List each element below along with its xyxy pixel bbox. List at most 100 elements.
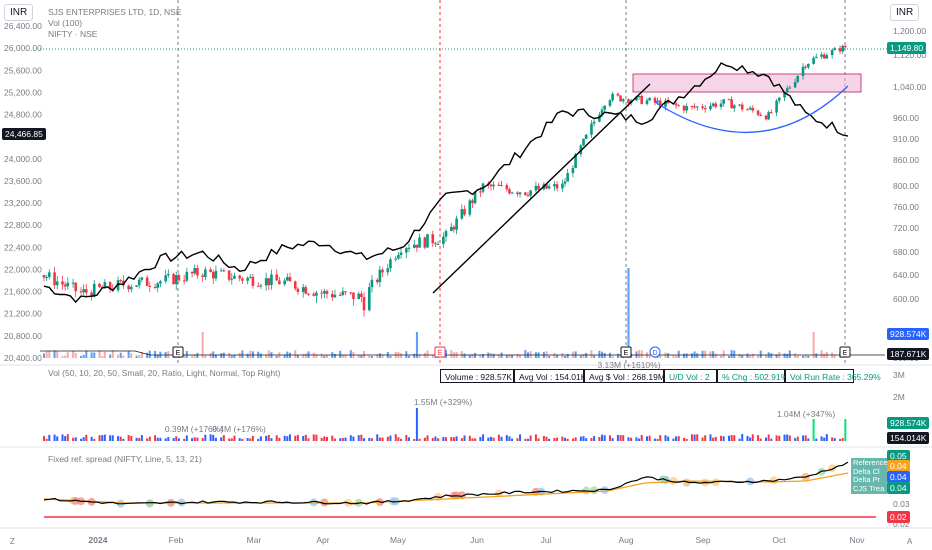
main-volume-bar [659, 354, 662, 358]
candle-body [820, 54, 823, 57]
candle-body [833, 48, 837, 51]
stat-avg-vol: Avg Vol : 154.01K [514, 369, 586, 383]
main-volume-bar [482, 354, 485, 358]
main-volume-bar [524, 350, 527, 358]
volume-panel-bar [553, 437, 556, 441]
volume-panel-bar [709, 434, 712, 441]
event-markers[interactable]: E E E D E [172, 346, 851, 358]
main-volume-bar [431, 354, 434, 358]
resistance-zone[interactable] [632, 73, 862, 93]
main-volume-bar [122, 355, 125, 358]
volume-panel-bar [720, 435, 723, 441]
volume-panel-bar [757, 435, 760, 441]
main-volume-bar [815, 353, 818, 358]
volume-panel-bar [61, 434, 64, 441]
right-price-scale[interactable]: 1,200.00 1,120.00 1,040.00 960.00 910.00 860.… [893, 26, 926, 363]
stat-ud-vol: U/D Vol : 2 [664, 369, 717, 383]
volume-panel-bar [526, 438, 529, 441]
main-volume-bar [683, 353, 686, 358]
compare-legend[interactable]: NIFTY · NSE [48, 29, 98, 39]
earnings-marker-3[interactable] [620, 346, 632, 358]
candle-body [510, 192, 514, 194]
candle-body [304, 287, 308, 294]
auto-scale-icon[interactable]: A [907, 537, 913, 546]
candle-body [738, 104, 741, 106]
main-volume-bar [413, 353, 416, 358]
nifty-last-label: 24,466.85 [2, 128, 46, 140]
main-volume-bar [741, 354, 744, 358]
volume-panel-bar [407, 437, 410, 441]
chart-legend: SJS ENTERPRISES LTD, 1D, NSE Vol (100) N… [48, 7, 182, 40]
main-volume-bar [249, 350, 252, 358]
trend-line[interactable] [432, 83, 651, 294]
candle-body [658, 100, 662, 107]
earnings-marker-2[interactable] [434, 346, 446, 358]
main-volume-bar [505, 355, 508, 358]
candle-body [85, 289, 88, 293]
volume-panel-bar [796, 436, 799, 441]
candle-body [246, 277, 249, 281]
volume-panel-bar [770, 438, 773, 441]
candle-body [844, 45, 847, 48]
main-volume-bar [712, 351, 715, 358]
vol-panel-legend[interactable]: Vol (50, 10, 20, 50, Small, 20, Ratio, L… [48, 368, 281, 378]
candle-body [42, 275, 46, 278]
timezone-icon[interactable]: Z [10, 537, 15, 546]
candle-body [460, 209, 464, 219]
candle-body [190, 271, 194, 274]
main-volume-bar [516, 353, 519, 358]
left-price-scale[interactable]: 26,400.00 26,000.00 25,600.00 25,200.00 24,8… [4, 21, 42, 363]
candle-body [537, 185, 540, 190]
spread-scale-003: 0.03 [893, 499, 910, 509]
volume-panel-bar [400, 438, 403, 441]
time-axis[interactable]: 2024 Feb Mar Apr May Jun Jul Aug Sep Oct… [89, 535, 866, 545]
nifty-compare-line[interactable] [43, 62, 849, 304]
earnings-marker-4[interactable] [839, 346, 851, 358]
volume-legend[interactable]: Vol (100) [48, 18, 83, 28]
candle-body [653, 97, 657, 103]
candle-body [775, 100, 778, 113]
main-volume-bar [720, 355, 723, 358]
main-volume-bar [590, 350, 593, 358]
volume-panel-bar [635, 437, 638, 441]
main-volume-ma [40, 350, 885, 356]
volume-panel-bar [222, 435, 225, 441]
spread-line[interactable] [43, 461, 849, 505]
vol-annotation-4: 3.13M (+1610%) [597, 360, 660, 370]
volume-panel-bar [278, 437, 281, 441]
main-volume-bar [135, 355, 138, 358]
time-label-nov: Nov [849, 535, 865, 545]
candle-body [370, 279, 374, 288]
time-label-jul: Jul [541, 535, 552, 545]
candle-body [399, 252, 403, 256]
volume-panel-bar [542, 436, 545, 441]
candle-body [338, 294, 342, 296]
earnings-marker-text-4: E [843, 350, 848, 357]
spread-scale-002: 0.02 [893, 519, 910, 529]
spread-ma-line[interactable] [43, 472, 849, 504]
vol-scale-3m: 3M [893, 370, 905, 380]
main-volume-bar [730, 350, 733, 358]
currency-badge-left[interactable]: INR [4, 4, 34, 21]
candle-body [640, 95, 644, 104]
volume-panel-bar [341, 437, 344, 441]
main-volume-bar [201, 332, 204, 358]
earnings-marker-1[interactable] [172, 346, 184, 358]
candle-body [666, 100, 670, 104]
spread-legend[interactable]: Fixed ref. spread (NIFTY, Line, 5, 13, 2… [48, 454, 202, 464]
volume-panel-bar [122, 438, 125, 441]
volume-panel-bar [807, 438, 810, 441]
dividend-marker[interactable] [649, 346, 661, 358]
volume-panel-bar [825, 434, 828, 441]
time-label-feb: Feb [169, 535, 184, 545]
symbol-title[interactable]: SJS ENTERPRISES LTD, 1D, NSE [48, 7, 182, 17]
currency-badge-right[interactable]: INR [890, 4, 920, 21]
candle-body [449, 226, 453, 232]
candle-body [90, 292, 93, 297]
cup-arc[interactable] [654, 85, 849, 134]
main-volume-bar [823, 353, 826, 358]
candle-body [751, 107, 755, 111]
main-volume-bar [283, 354, 286, 358]
candle-body [711, 103, 715, 106]
